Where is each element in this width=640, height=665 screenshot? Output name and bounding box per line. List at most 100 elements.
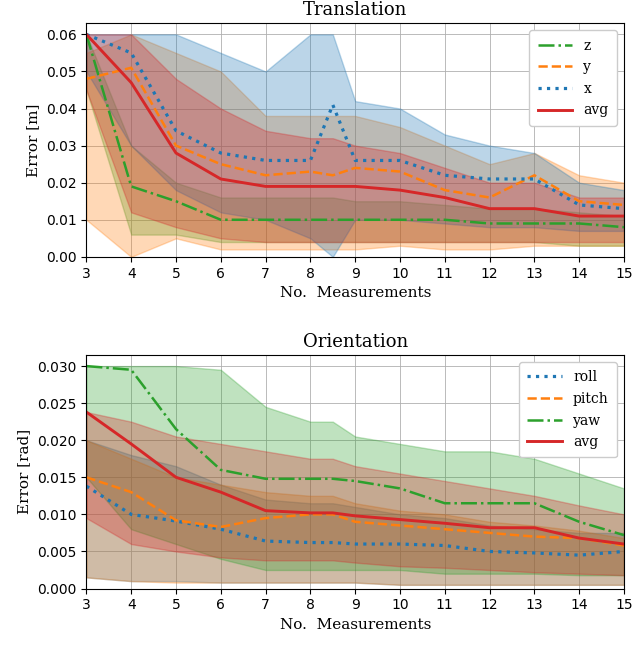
pitch [307, 510, 314, 518]
Line: avg: avg [86, 412, 624, 544]
avg [172, 473, 180, 481]
pitch [531, 533, 538, 541]
yaw [172, 425, 180, 433]
z [127, 182, 135, 190]
Line: roll: roll [86, 486, 624, 555]
z [307, 215, 314, 223]
pitch [441, 525, 449, 533]
y [83, 75, 90, 83]
z [486, 219, 493, 227]
Y-axis label: Error [m]: Error [m] [26, 103, 40, 177]
avg [127, 440, 135, 448]
yaw [531, 499, 538, 507]
y [127, 64, 135, 72]
avg [262, 182, 269, 190]
roll [217, 525, 225, 533]
z [172, 198, 180, 205]
avg [127, 78, 135, 86]
x [396, 156, 404, 164]
roll [83, 482, 90, 490]
pitch [329, 510, 337, 518]
x [486, 175, 493, 183]
roll [307, 539, 314, 547]
y [351, 164, 359, 172]
z [620, 223, 628, 231]
Title: Orientation: Orientation [303, 332, 408, 350]
avg [217, 488, 225, 496]
avg [329, 182, 337, 190]
Line: y: y [86, 68, 624, 205]
z [396, 215, 404, 223]
x [307, 156, 314, 164]
Line: pitch: pitch [86, 477, 624, 545]
avg [83, 408, 90, 416]
z [351, 215, 359, 223]
X-axis label: No.  Measurements: No. Measurements [280, 286, 431, 300]
x [217, 149, 225, 157]
y [307, 168, 314, 176]
yaw [307, 475, 314, 483]
z [217, 215, 225, 223]
yaw [83, 362, 90, 370]
Line: yaw: yaw [86, 366, 624, 535]
avg [441, 194, 449, 201]
Y-axis label: Error [rad]: Error [rad] [18, 429, 31, 514]
Line: z: z [86, 35, 624, 227]
Title: Translation: Translation [303, 1, 408, 19]
x [531, 175, 538, 183]
yaw [217, 466, 225, 474]
roll [351, 540, 359, 548]
x [351, 156, 359, 164]
y [329, 172, 337, 180]
y [217, 160, 225, 168]
avg [441, 519, 449, 527]
avg [486, 524, 493, 532]
pitch [620, 541, 628, 549]
avg [351, 182, 359, 190]
x [83, 31, 90, 39]
x [441, 172, 449, 180]
yaw [127, 366, 135, 374]
avg [172, 149, 180, 157]
avg [531, 205, 538, 213]
pitch [351, 518, 359, 526]
y [575, 198, 583, 205]
x [329, 101, 337, 109]
pitch [262, 514, 269, 522]
avg [531, 524, 538, 532]
z [441, 215, 449, 223]
Legend: roll, pitch, yaw, avg: roll, pitch, yaw, avg [519, 362, 617, 458]
y [262, 172, 269, 180]
X-axis label: No.  Measurements: No. Measurements [280, 618, 431, 632]
Line: avg: avg [86, 35, 624, 216]
y [486, 194, 493, 201]
roll [620, 547, 628, 555]
pitch [127, 488, 135, 496]
roll [396, 540, 404, 548]
x [262, 156, 269, 164]
z [329, 215, 337, 223]
avg [262, 507, 269, 515]
z [262, 215, 269, 223]
roll [329, 539, 337, 547]
yaw [396, 484, 404, 492]
avg [329, 509, 337, 517]
roll [262, 537, 269, 545]
y [396, 168, 404, 176]
Legend: z, y, x, avg: z, y, x, avg [529, 30, 617, 126]
avg [396, 186, 404, 194]
avg [83, 31, 90, 39]
avg [620, 212, 628, 220]
roll [531, 549, 538, 557]
yaw [486, 499, 493, 507]
pitch [83, 473, 90, 481]
avg [620, 540, 628, 548]
x [620, 205, 628, 213]
yaw [441, 499, 449, 507]
yaw [620, 531, 628, 539]
yaw [351, 477, 359, 485]
avg [351, 512, 359, 520]
y [172, 142, 180, 150]
pitch [575, 534, 583, 542]
x [127, 49, 135, 57]
